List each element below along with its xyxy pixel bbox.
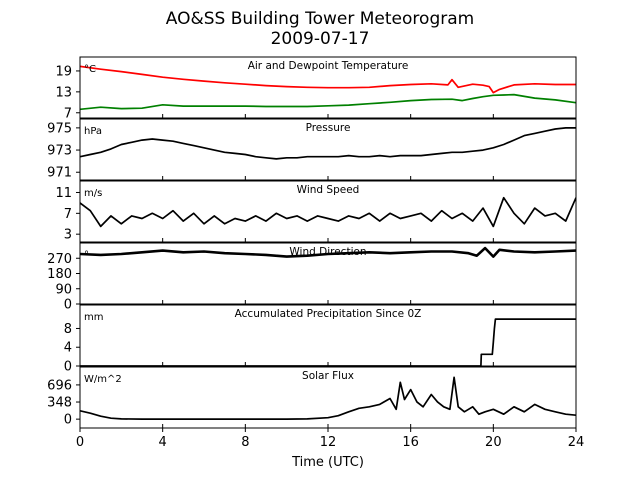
- figure-subtitle: 2009-07-17: [271, 29, 370, 49]
- panel-5: 0 4 8 Accumulated Precipitation Since 0Z mm: [64, 304, 577, 375]
- y-tick-label: 348: [47, 396, 72, 411]
- y-tick-label: 19: [55, 64, 72, 79]
- panel-title: Accumulated Precipitation Since 0Z: [235, 308, 422, 320]
- panel-unit-label: W/m^2: [84, 374, 122, 385]
- panel-unit-label: °: [84, 250, 89, 261]
- x-tick-label: 20: [485, 435, 502, 450]
- y-tick-label: 0: [64, 298, 72, 313]
- x-tick-label: 8: [241, 435, 249, 450]
- x-axis-label: Time (UTC): [291, 455, 364, 470]
- panel-title: Wind Direction: [289, 246, 366, 258]
- y-tick-label: 696: [47, 378, 72, 393]
- panel-6: 0 348 696 Solar Flux W/m^2: [47, 366, 577, 429]
- y-tick-label: 90: [55, 282, 72, 297]
- y-tick-label: 8: [64, 322, 72, 337]
- y-tick-label: 4: [64, 341, 72, 356]
- x-tick-label: 12: [320, 435, 337, 450]
- series-line-4-1: [80, 246, 576, 258]
- x-tick-label: 16: [402, 435, 419, 450]
- panel-2: 971 973 975 Pressure hPa: [47, 118, 577, 181]
- y-tick-label: 11: [55, 186, 72, 201]
- y-tick-label: 975: [47, 121, 72, 136]
- y-tick-label: 0: [64, 413, 72, 428]
- series-line-3-1: [80, 196, 576, 228]
- panel-title: Solar Flux: [302, 370, 354, 382]
- y-tick-label: 0: [64, 360, 72, 375]
- x-tick-label: 0: [76, 435, 84, 450]
- panel-unit-label: m/s: [84, 188, 102, 199]
- figure-title: AO&SS Building Tower Meteorogram: [166, 9, 474, 29]
- y-tick-label: 180: [47, 267, 72, 282]
- y-tick-label: 3: [64, 228, 72, 243]
- panel-1: 7 13 19 Air and Dewpoint Temperature °C: [55, 56, 577, 121]
- panel-unit-label: hPa: [84, 126, 102, 137]
- y-tick-label: 7: [64, 106, 72, 121]
- series-line-1-2: [80, 93, 576, 111]
- x-tick-label: 24: [568, 435, 585, 450]
- series-line-2-1: [80, 127, 576, 160]
- panel-title: Wind Speed: [297, 184, 360, 196]
- series-line-5-1: [80, 318, 576, 366]
- series-line-6-1: [80, 376, 576, 420]
- panel-unit-label: °C: [84, 64, 96, 75]
- y-tick-label: 7: [64, 207, 72, 222]
- series-line-1-1: [80, 65, 576, 94]
- y-tick-label: 13: [55, 85, 72, 100]
- panel-unit-label: mm: [84, 312, 103, 323]
- x-tick-label: 4: [159, 435, 167, 450]
- panel-title: Pressure: [306, 122, 351, 134]
- y-tick-label: 270: [47, 252, 72, 267]
- panel-3: 3 7 11 Wind Speed m/s: [55, 180, 577, 243]
- y-tick-label: 973: [47, 144, 72, 159]
- panel-title: Air and Dewpoint Temperature: [248, 60, 409, 72]
- y-tick-label: 971: [47, 166, 72, 181]
